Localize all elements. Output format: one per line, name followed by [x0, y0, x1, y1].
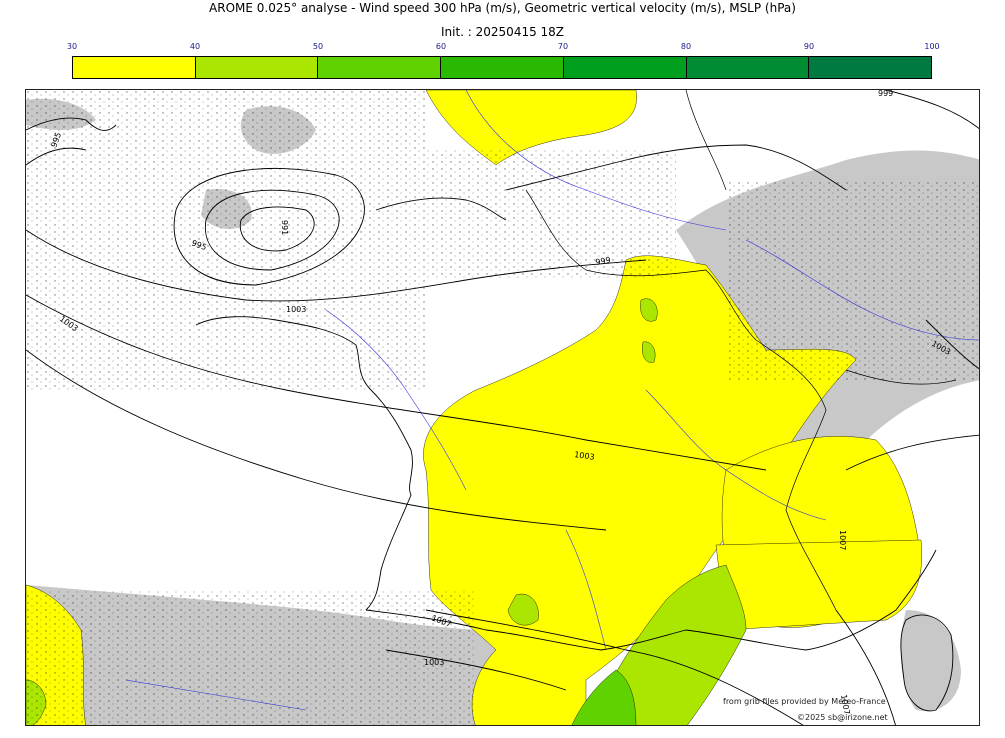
isobar-label: 991 [280, 220, 289, 235]
init-time: Init. : 20250415 18Z [440, 25, 565, 39]
colorbar [72, 56, 932, 79]
isobar-label: 999 [878, 90, 893, 98]
isobar-label: 1007 [839, 694, 851, 716]
colorbar-swatch-50-60 [318, 57, 442, 78]
isobar-label: 1007 [838, 530, 847, 550]
country-borders [525, 90, 957, 611]
colorbar-tick: 30 [66, 42, 78, 51]
weather-map: 995 991 995 999 999 1003 1003 1003 1007 … [25, 89, 980, 726]
wind-speed-40-60 [26, 298, 747, 725]
coastlines [26, 117, 954, 712]
vertical-velocity-stipple [26, 90, 979, 725]
isobars [26, 90, 979, 725]
colorbar-swatch-70-80 [563, 57, 687, 78]
isobar-label: 1003 [286, 305, 306, 314]
data-source-credit: from grib files provided by Meteo-France [723, 697, 886, 706]
colorbar-tick: 70 [557, 42, 569, 51]
colorbar-tick: 90 [803, 42, 815, 51]
colorbar-swatch-60-70 [441, 57, 564, 78]
colorbar-swatch-80-90 [686, 57, 810, 78]
rivers [125, 90, 979, 711]
colorbar-swatch-30-40 [73, 57, 196, 78]
isobar-label: 1003 [424, 658, 444, 667]
colorbar-swatch-40-50 [195, 57, 319, 78]
map-title: AROME 0.025° analyse - Wind speed 300 hP… [209, 1, 796, 15]
isobar-label: 1003 [574, 450, 595, 462]
isobar-label: 999 [595, 255, 612, 267]
colorbar-tick: 100 [924, 42, 940, 51]
colorbar-tick: 50 [312, 42, 324, 51]
colorbar-swatch-90-100 [809, 57, 932, 78]
colorbar-tick: 80 [680, 42, 692, 51]
colorbar-tick: 40 [189, 42, 201, 51]
colorbar-tick: 60 [435, 42, 447, 51]
copyright-credit: ©2025 sb@irizone.net [797, 713, 888, 722]
